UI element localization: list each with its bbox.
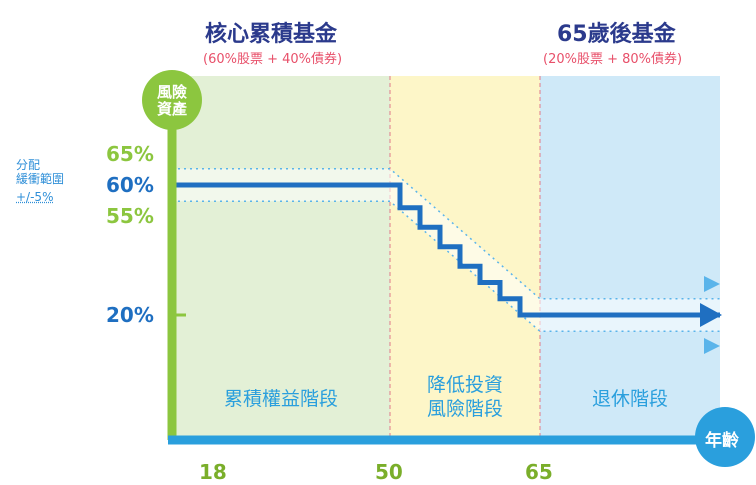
y-axis-badge <box>142 70 202 130</box>
buffer-upper-arrow <box>704 276 720 292</box>
phase-label-retirement: 退休階段 <box>591 388 668 410</box>
buffer-label-line1: 分配 <box>16 158 41 172</box>
x-axis-badge <box>695 407 755 467</box>
buffer-upper-line <box>172 168 720 300</box>
core-fund-title: 核心累積基金 <box>205 22 338 47</box>
buffer-lower-line <box>172 200 720 333</box>
x-axis-label: 年齡 <box>705 431 739 451</box>
age65-fund-subtitle: (20%股票 + 80%債券) <box>543 52 683 67</box>
buffer-lower-arrow <box>704 338 720 354</box>
buffer-label-line2: 緩衝範圍 <box>16 172 65 186</box>
x-tick-18: 18 <box>199 460 227 484</box>
buffer-label-line3: +/-5% <box>16 190 54 204</box>
y-tick-60: 60% <box>106 173 154 197</box>
phase-bg-retirement <box>540 76 720 440</box>
phase-label-derisk: 降低投資 風險階段 <box>426 374 503 420</box>
allocation-line <box>172 182 720 318</box>
x-tick-65: 65 <box>525 460 553 484</box>
y-axis-label: 風險資產 <box>156 83 187 118</box>
phase-label-accumulation: 累積權益階段 <box>223 388 338 410</box>
allocation-arrow <box>700 303 722 327</box>
y-tick-55: 55% <box>106 204 154 228</box>
age65-fund-title: 65歲後基金 <box>557 22 676 47</box>
y-tick-20-label: 20% <box>106 303 154 327</box>
core-fund-subtitle: (60%股票 + 40%債券) <box>203 52 343 67</box>
phase-bg-accumulation <box>172 76 390 440</box>
x-tick-50: 50 <box>375 460 403 484</box>
y-tick-65: 65% <box>106 142 154 166</box>
